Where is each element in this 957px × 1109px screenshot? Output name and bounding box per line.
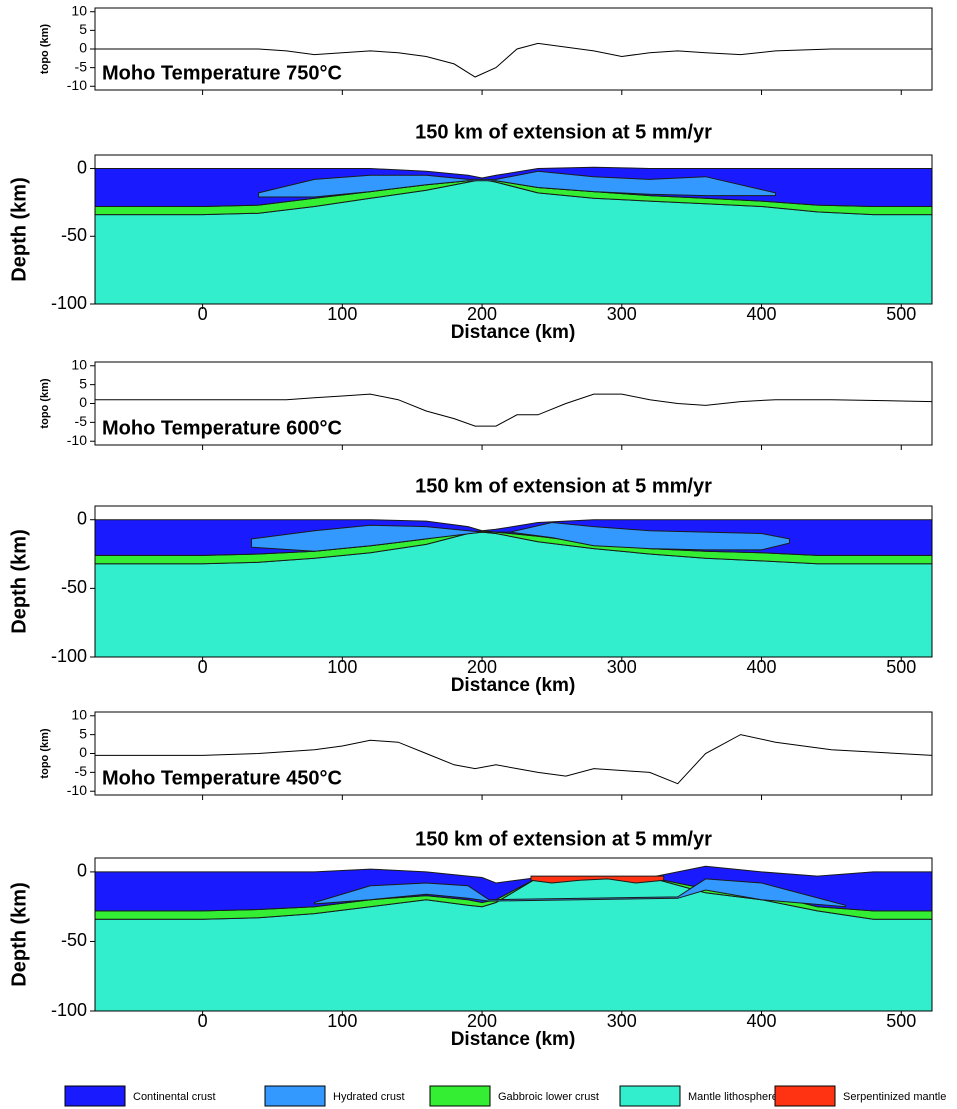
x-tick-label: 400 — [747, 304, 777, 324]
y-axis-label: topo (km) — [39, 378, 51, 428]
legend-swatch — [64, 1085, 126, 1107]
y-tick-label: 0 — [77, 508, 87, 528]
y-tick-label: 5 — [79, 375, 87, 391]
y-tick-label: 10 — [71, 356, 87, 372]
y-tick-label: -100 — [51, 1000, 87, 1020]
x-tick-label: 100 — [327, 657, 357, 677]
x-tick-label: 300 — [607, 657, 637, 677]
layer — [95, 865, 932, 912]
chart-title: 150 km of extension at 5 mm/yr — [415, 121, 712, 143]
legend-swatch — [774, 1085, 836, 1107]
y-tick-label: 5 — [79, 21, 87, 37]
legend-swatch — [619, 1085, 681, 1107]
annotation: Moho Temperature 750°C — [102, 62, 342, 84]
y-tick-label: -10 — [67, 77, 87, 93]
topo-line — [95, 734, 932, 785]
plot-area — [95, 519, 932, 657]
topo-line — [95, 393, 932, 427]
plot-area — [95, 393, 932, 427]
y-tick-label: -50 — [61, 225, 87, 245]
y-tick-label: 0 — [79, 744, 87, 760]
y-tick-label: 0 — [77, 861, 87, 881]
legend-swatch — [429, 1085, 491, 1107]
y-tick-label: -5 — [75, 58, 88, 74]
y-tick-label: -100 — [51, 646, 87, 666]
legend-swatch — [264, 1085, 326, 1107]
y-tick-label: -10 — [67, 432, 87, 448]
chart-title: 150 km of extension at 5 mm/yr — [415, 828, 712, 850]
legend-label: Hydrated crust — [333, 1091, 405, 1103]
plot-area — [95, 734, 932, 785]
y-tick-label: -100 — [51, 293, 87, 313]
plot-area — [95, 42, 932, 78]
x-tick-label: 500 — [886, 1011, 916, 1031]
x-tick-label: 0 — [198, 304, 208, 324]
x-tick-label: 0 — [198, 1011, 208, 1031]
y-tick-label: 10 — [71, 706, 87, 722]
topo-line — [95, 42, 932, 78]
y-tick-label: 5 — [79, 725, 87, 741]
x-tick-label: 0 — [198, 657, 208, 677]
legend-label: Serpentinized mantle — [843, 1091, 946, 1103]
layer — [530, 875, 665, 884]
legend-label: Gabbroic lower crust — [498, 1091, 599, 1103]
layer — [258, 170, 776, 198]
layer — [313, 878, 846, 908]
y-tick-label: -5 — [75, 763, 88, 779]
plot-area — [95, 166, 932, 304]
y-tick-label: 10 — [71, 2, 87, 18]
x-tick-label: 200 — [467, 304, 497, 324]
legend-label: Continental crust — [133, 1091, 216, 1103]
x-tick-label: 300 — [607, 304, 637, 324]
y-tick-label: -10 — [67, 782, 87, 798]
x-tick-label: 400 — [747, 1011, 777, 1031]
y-axis-label: topo (km) — [39, 24, 51, 74]
layer — [251, 521, 790, 552]
axes-frame — [94, 154, 933, 305]
x-tick-label: 100 — [327, 1011, 357, 1031]
x-tick-label: 200 — [467, 657, 497, 677]
y-tick-label: -50 — [61, 930, 87, 950]
x-tick-label: 500 — [886, 657, 916, 677]
annotation: Moho Temperature 600°C — [102, 417, 342, 439]
legend-label: Mantle lithosphere — [688, 1091, 778, 1103]
x-axis-label: Distance (km) — [451, 675, 576, 696]
annotation: Moho Temperature 450°C — [102, 767, 342, 789]
x-axis-label: Distance (km) — [451, 1029, 576, 1050]
axes-frame — [94, 505, 933, 658]
x-tick-label: 500 — [886, 304, 916, 324]
y-axis-label: Depth (km) — [8, 529, 30, 633]
plot-area — [95, 865, 932, 1011]
y-tick-label: -5 — [75, 413, 88, 429]
y-axis-label: topo (km) — [39, 728, 51, 778]
x-axis-label: Distance (km) — [451, 322, 576, 343]
x-tick-label: 200 — [467, 1011, 497, 1031]
y-tick-label: 0 — [79, 40, 87, 56]
axes-frame — [94, 857, 933, 1012]
x-tick-label: 100 — [327, 304, 357, 324]
y-tick-label: 0 — [77, 157, 87, 177]
chart-title: 150 km of extension at 5 mm/yr — [415, 475, 712, 497]
x-tick-label: 300 — [607, 1011, 637, 1031]
y-tick-label: 0 — [79, 394, 87, 410]
y-axis-label: Depth (km) — [8, 177, 30, 281]
y-axis-label: Depth (km) — [8, 882, 30, 986]
x-tick-label: 400 — [747, 657, 777, 677]
y-tick-label: -50 — [61, 577, 87, 597]
